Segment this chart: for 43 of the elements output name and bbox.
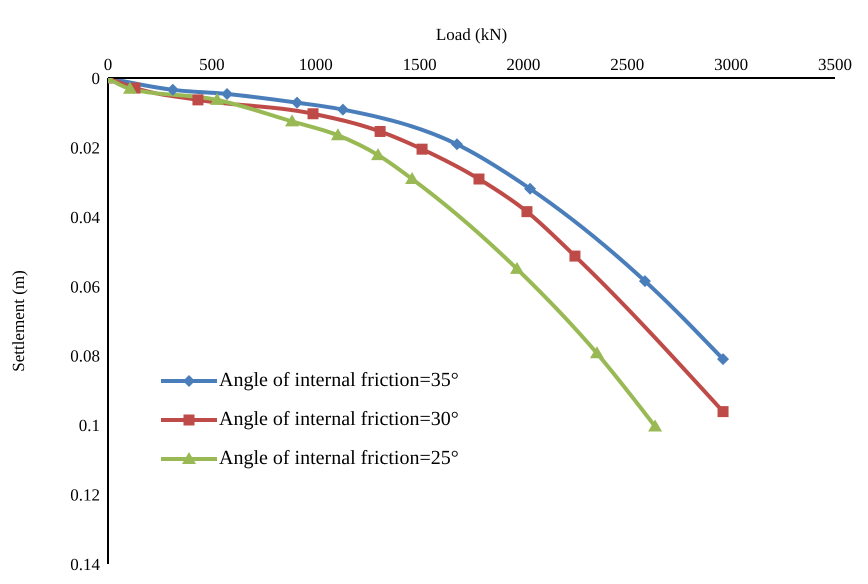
- point: [510, 262, 524, 274]
- x-tick-label: 2500: [610, 55, 644, 74]
- point: [336, 104, 349, 116]
- point: [192, 94, 204, 106]
- point: [308, 108, 319, 120]
- point: [291, 96, 304, 109]
- x-tick-label: 3000: [714, 55, 748, 74]
- x-tick-label: 3500: [818, 55, 852, 74]
- point: [473, 174, 484, 185]
- y-tick-label: 0.02: [70, 138, 100, 158]
- y-tick-label: 0.06: [70, 277, 100, 296]
- point: [416, 144, 428, 155]
- point: [717, 353, 730, 366]
- point: [569, 250, 580, 262]
- x-tick-label: 2000: [506, 55, 540, 74]
- y-axis-title: Settlement (m): [9, 270, 28, 372]
- point: [524, 182, 536, 195]
- x-tick-label: 500: [199, 55, 225, 74]
- x-axis-title: Load (kN): [436, 25, 508, 44]
- legend-label: Angle of internal friction=35°: [219, 369, 459, 392]
- legend-label: Angle of internal friction=30°: [219, 408, 459, 431]
- x-tick-label: 1000: [298, 55, 333, 74]
- point: [166, 84, 179, 96]
- y-tick-label: 0.1: [78, 416, 100, 436]
- point: [285, 114, 300, 126]
- point: [521, 206, 532, 218]
- point: [123, 82, 138, 94]
- point: [330, 128, 345, 140]
- y-tick-label: 0.04: [70, 208, 100, 227]
- point: [590, 346, 604, 358]
- point: [648, 420, 662, 432]
- y-tick-label: 0: [92, 69, 100, 88]
- y-tick-label: 0.14: [70, 555, 100, 574]
- point: [374, 126, 386, 137]
- point: [450, 138, 463, 150]
- x-tick-label: 1500: [402, 55, 437, 74]
- point: [210, 92, 224, 105]
- legend-label: Angle of internal friction=25°: [219, 447, 459, 470]
- y-tick-label: 0.08: [70, 346, 100, 366]
- point: [638, 275, 651, 288]
- x-tick-label: 0: [104, 55, 112, 74]
- y-tick-label: 0.12: [70, 486, 100, 505]
- point: [718, 406, 729, 418]
